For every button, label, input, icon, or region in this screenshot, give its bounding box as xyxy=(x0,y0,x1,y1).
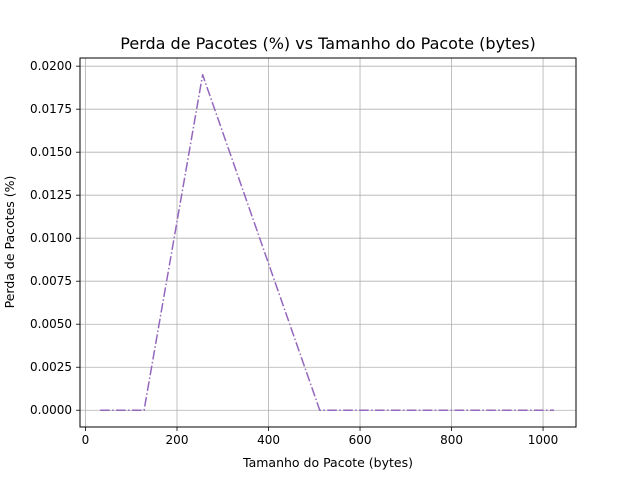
series-line xyxy=(100,74,555,411)
x-tick-label: 400 xyxy=(257,433,280,447)
x-axis: 0 200 400 600 800 1000 xyxy=(82,427,559,447)
series-layer xyxy=(100,74,555,411)
y-tick-label: 0.0075 xyxy=(30,274,72,288)
y-tick-label: 0.0050 xyxy=(30,317,72,331)
x-tick-label: 600 xyxy=(349,433,372,447)
y-tick-label: 0.0025 xyxy=(30,360,72,374)
x-tick-label: 1000 xyxy=(528,433,559,447)
y-tick-label: 0.0125 xyxy=(30,188,72,202)
y-axis-label: Perda de Pacotes (%) xyxy=(2,176,17,309)
grid xyxy=(80,58,576,427)
y-axis: 0.0000 0.0025 0.0050 0.0075 0.0100 0.0125 0.01… xyxy=(30,59,80,417)
chart-title: Perda de Pacotes (%) vs Tamanho do Pacot… xyxy=(120,34,535,53)
y-tick-label: 0.0175 xyxy=(30,102,72,116)
x-axis-label: Tamanho do Pacote (bytes) xyxy=(242,455,413,470)
y-tick-label: 0.0100 xyxy=(30,231,72,245)
y-tick-label: 0.0200 xyxy=(30,59,72,73)
plot-frame xyxy=(79,57,577,428)
plot-area xyxy=(80,58,576,427)
y-tick-label: 0.0150 xyxy=(30,145,72,159)
x-tick-label: 0 xyxy=(82,433,90,447)
x-tick-label: 200 xyxy=(166,433,189,447)
y-tick-label: 0.0000 xyxy=(30,403,72,417)
x-tick-label: 800 xyxy=(440,433,463,447)
